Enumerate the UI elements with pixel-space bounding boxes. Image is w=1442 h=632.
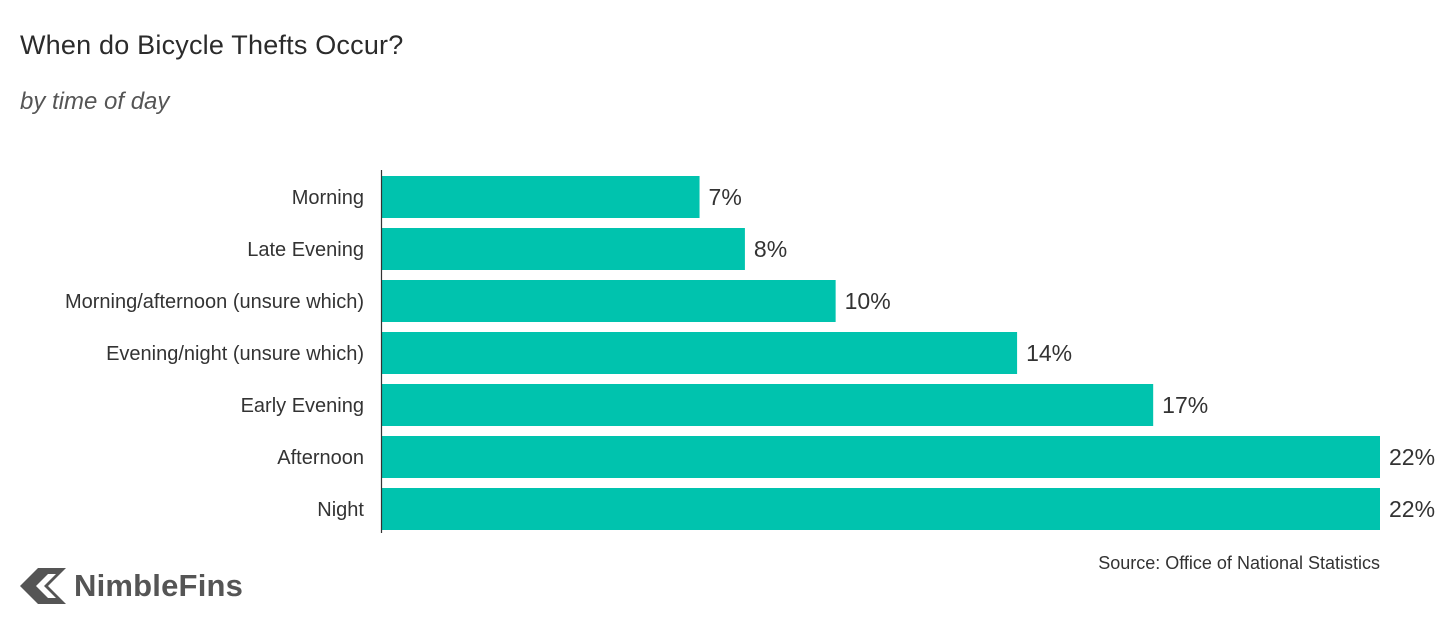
value-label: 14% [1026,340,1072,366]
bar-late-evening [382,228,745,270]
bar-morning [382,176,700,218]
chart-title: When do Bicycle Thefts Occur? [20,30,404,60]
value-label: 8% [754,236,787,262]
value-label: 10% [845,288,891,314]
value-label: 7% [709,184,742,210]
bar-afternoon [382,436,1380,478]
bar-night [382,488,1380,530]
category-label: Morning [292,187,364,209]
value-label: 22% [1389,444,1435,470]
category-label: Late Evening [247,239,364,261]
value-label: 17% [1162,392,1208,418]
bar-early-evening [382,384,1154,426]
brand-name: NimbleFins [74,568,244,603]
value-label: 22% [1389,496,1435,522]
category-label: Afternoon [277,447,364,469]
source-note: Source: Office of National Statistics [1098,553,1380,573]
category-label: Night [317,499,364,521]
category-label: Early Evening [241,395,364,417]
category-label: Morning/afternoon (unsure which) [65,291,364,313]
bar-morning-afternoon-unsure-which [382,280,836,322]
brand-logo[interactable]: NimbleFins [20,566,243,606]
bars-layer: Morning 7% Late Evening 8% Morning/afternoon… [65,176,1435,530]
category-label: Evening/night (unsure which) [106,343,364,365]
bar-evening-night-unsure-which [382,332,1018,374]
nimblefins-arrow-logo-icon [20,568,66,604]
chart-subtitle: by time of day [20,88,170,115]
